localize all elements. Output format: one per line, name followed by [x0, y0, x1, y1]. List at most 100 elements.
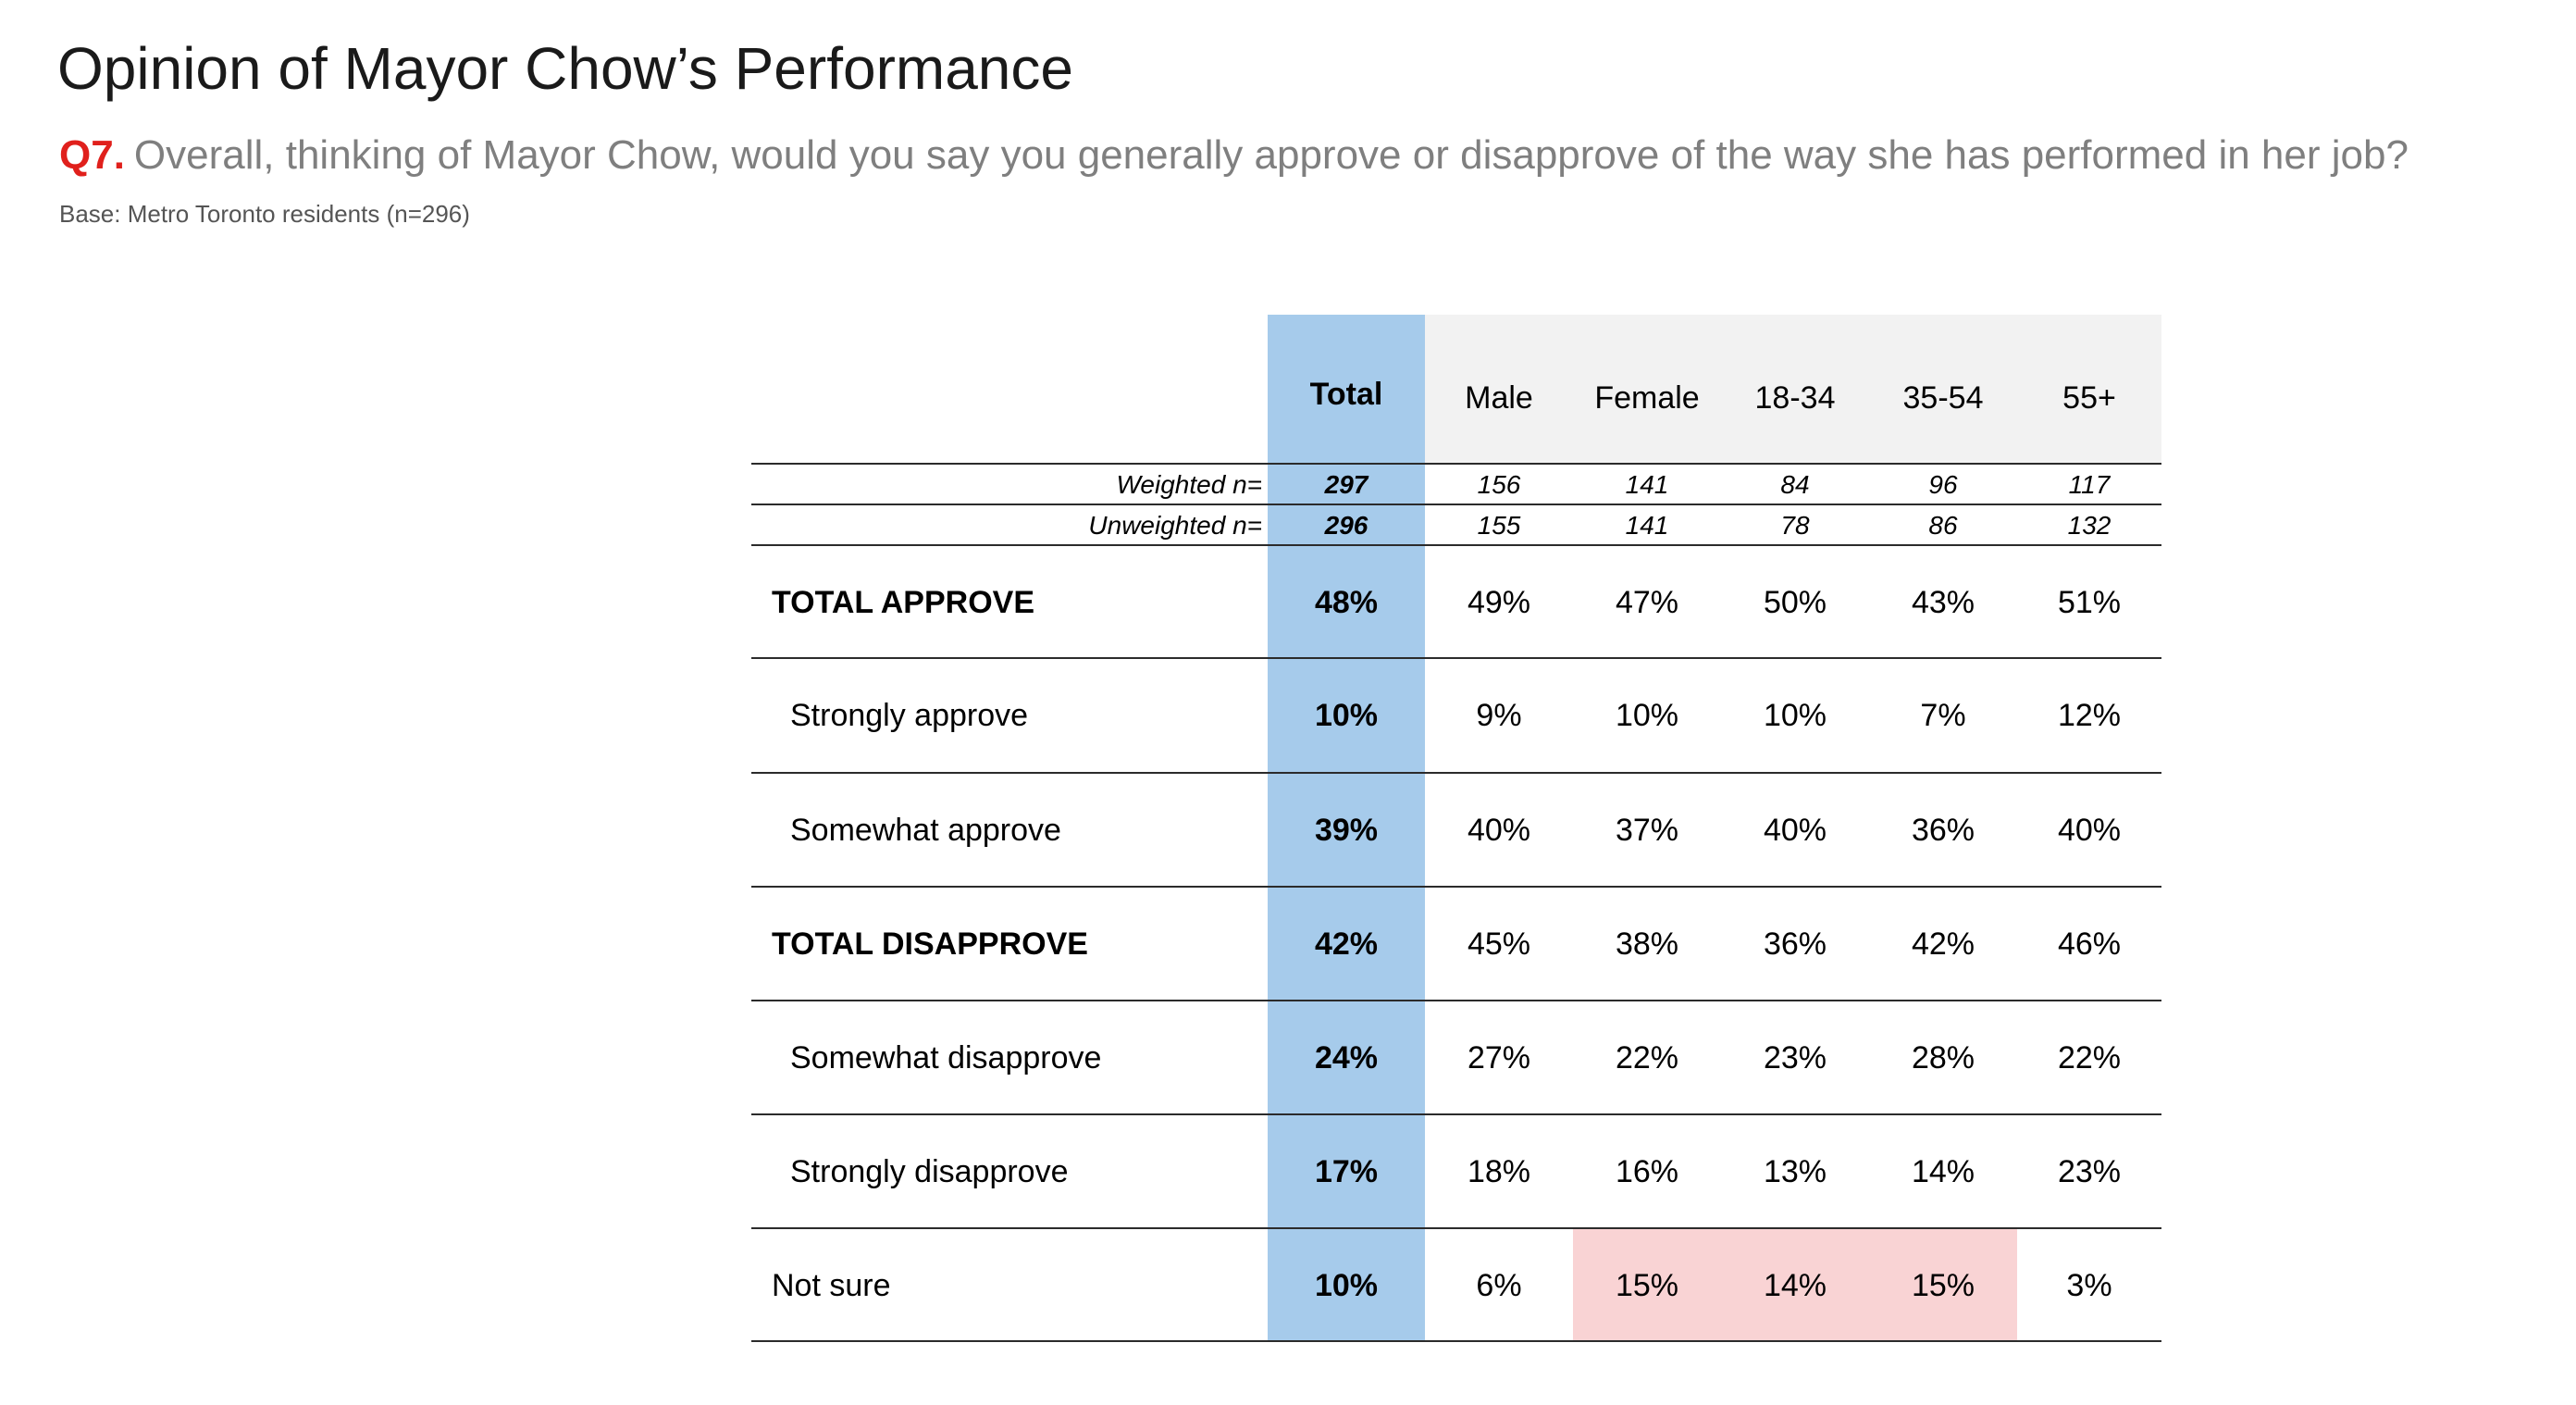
cell-female: 37% [1615, 812, 1679, 848]
table-row-somewhat-approve: Somewhat approve 39% 40% 37% 40% 36% 40% [751, 774, 2161, 887]
cell-18-34: 10% [1763, 697, 1827, 733]
highlight-cell-18-34-not-sure [1721, 1227, 1869, 1342]
cell-male: 40% [1467, 812, 1531, 848]
cell-total: 24% [1314, 1039, 1379, 1076]
cell-55-plus: 22% [2057, 1039, 2122, 1076]
results-table: Total Male Female 18-34 35-54 55+ Weight… [751, 315, 2161, 1342]
base-note: Base: Metro Toronto residents (n=296) [59, 200, 470, 228]
table-header-row: Total Male Female 18-34 35-54 55+ [751, 370, 2161, 426]
cell-55-plus: 46% [2057, 926, 2122, 962]
table-row-somewhat-disapprove: Somewhat disapprove 24% 27% 22% 23% 28% … [751, 1001, 2161, 1114]
unweighted-n-35-54: 86 [1928, 511, 1958, 540]
cell-18-34: 13% [1763, 1153, 1827, 1189]
cell-18-34: 50% [1763, 584, 1827, 620]
highlight-cell-female-not-sure [1573, 1227, 1721, 1342]
table-divider [751, 1227, 2161, 1229]
row-label: Not sure [772, 1267, 891, 1303]
header-background [1425, 315, 2161, 463]
unweighted-n-18-34: 78 [1780, 511, 1810, 540]
unweighted-n-55-plus: 132 [2067, 511, 2112, 540]
row-label: TOTAL APPROVE [772, 584, 1035, 620]
cell-35-54: 36% [1911, 812, 1975, 848]
weighted-n-total: 297 [1324, 470, 1368, 499]
cell-female: 47% [1615, 584, 1679, 620]
cell-total: 42% [1314, 926, 1379, 962]
highlight-cell-35-54-not-sure [1869, 1227, 2017, 1342]
weighted-n-female: 141 [1625, 470, 1669, 499]
cell-18-34: 36% [1763, 926, 1827, 962]
weighted-n-row: Weighted n= 297 156 141 84 96 117 [751, 466, 2161, 504]
row-label: Somewhat disapprove [790, 1039, 1102, 1076]
cell-55-plus: 3% [2066, 1267, 2112, 1303]
row-label: TOTAL DISAPPROVE [772, 926, 1088, 962]
table-row-strongly-disapprove: Strongly disapprove 17% 18% 16% 13% 14% … [751, 1115, 2161, 1228]
cell-55-plus: 40% [2057, 812, 2122, 848]
table-divider [751, 504, 2161, 505]
cell-male: 9% [1476, 697, 1522, 733]
cell-35-54: 28% [1911, 1039, 1975, 1076]
weighted-n-male: 156 [1477, 470, 1521, 499]
cell-male: 27% [1467, 1039, 1531, 1076]
cell-total: 10% [1314, 1267, 1379, 1303]
table-divider [751, 463, 2161, 465]
weighted-n-55-plus: 117 [2068, 470, 2111, 499]
unweighted-n-male: 155 [1477, 511, 1521, 540]
table-divider [751, 1113, 2161, 1115]
cell-male: 18% [1467, 1153, 1531, 1189]
column-header-total: Total [1309, 376, 1383, 412]
row-label: Strongly approve [790, 697, 1029, 733]
cell-18-34: 23% [1763, 1039, 1827, 1076]
weighted-n-35-54: 96 [1928, 470, 1958, 499]
cell-female: 16% [1615, 1153, 1679, 1189]
cell-total: 48% [1314, 584, 1379, 620]
table-divider [751, 886, 2161, 888]
page-title: Opinion of Mayor Chow’s Performance [57, 35, 1073, 102]
cell-female: 22% [1615, 1039, 1679, 1076]
unweighted-n-female: 141 [1625, 511, 1669, 540]
row-label: Weighted n= [1116, 470, 1263, 499]
cell-male: 45% [1467, 926, 1531, 962]
row-label: Unweighted n= [1088, 511, 1262, 540]
cell-total: 10% [1314, 697, 1379, 733]
cell-female: 38% [1615, 926, 1679, 962]
unweighted-n-total: 296 [1324, 511, 1368, 540]
cell-35-54: 7% [1920, 697, 1966, 733]
column-header-55-plus: 55+ [2062, 379, 2116, 416]
row-label: Somewhat approve [790, 812, 1061, 848]
table-divider [751, 1340, 2161, 1342]
question-text: Overall, thinking of Mayor Chow, would y… [133, 132, 2409, 178]
cell-35-54: 15% [1911, 1267, 1975, 1303]
column-header-male: Male [1465, 379, 1533, 416]
table-divider [751, 657, 2161, 659]
cell-female: 15% [1615, 1267, 1679, 1303]
cell-total: 17% [1314, 1153, 1379, 1189]
column-header-35-54: 35-54 [1902, 379, 1984, 416]
table-divider [751, 544, 2161, 546]
cell-35-54: 14% [1911, 1153, 1975, 1189]
unweighted-n-row: Unweighted n= 296 155 141 78 86 132 [751, 507, 2161, 544]
question: Q7. Overall, thinking of Mayor Chow, woul… [59, 130, 2409, 181]
question-number: Q7. [59, 132, 125, 178]
table-row-total-approve: TOTAL APPROVE 48% 49% 47% 50% 43% 51% [751, 546, 2161, 659]
cell-total: 39% [1314, 812, 1379, 848]
weighted-n-18-34: 84 [1780, 470, 1810, 499]
cell-female: 10% [1615, 697, 1679, 733]
cell-male: 6% [1476, 1267, 1522, 1303]
cell-55-plus: 23% [2057, 1153, 2122, 1189]
cell-18-34: 40% [1763, 812, 1827, 848]
cell-18-34: 14% [1763, 1267, 1827, 1303]
total-column-highlight [1268, 315, 1425, 1342]
row-label: Strongly disapprove [790, 1153, 1069, 1189]
cell-35-54: 43% [1911, 584, 1975, 620]
table-row-strongly-approve: Strongly approve 10% 9% 10% 10% 7% 12% [751, 659, 2161, 772]
table-row-not-sure: Not sure 10% 6% 15% 14% 15% 3% [751, 1229, 2161, 1342]
column-header-female: Female [1594, 379, 1700, 416]
cell-male: 49% [1467, 584, 1531, 620]
table-row-total-disapprove: TOTAL DISAPPROVE 42% 45% 38% 36% 42% 46% [751, 888, 2161, 1001]
cell-55-plus: 12% [2057, 697, 2122, 733]
column-header-18-34: 18-34 [1754, 379, 1836, 416]
cell-35-54: 42% [1911, 926, 1975, 962]
table-divider [751, 772, 2161, 774]
table-divider [751, 1000, 2161, 1001]
cell-55-plus: 51% [2057, 584, 2122, 620]
